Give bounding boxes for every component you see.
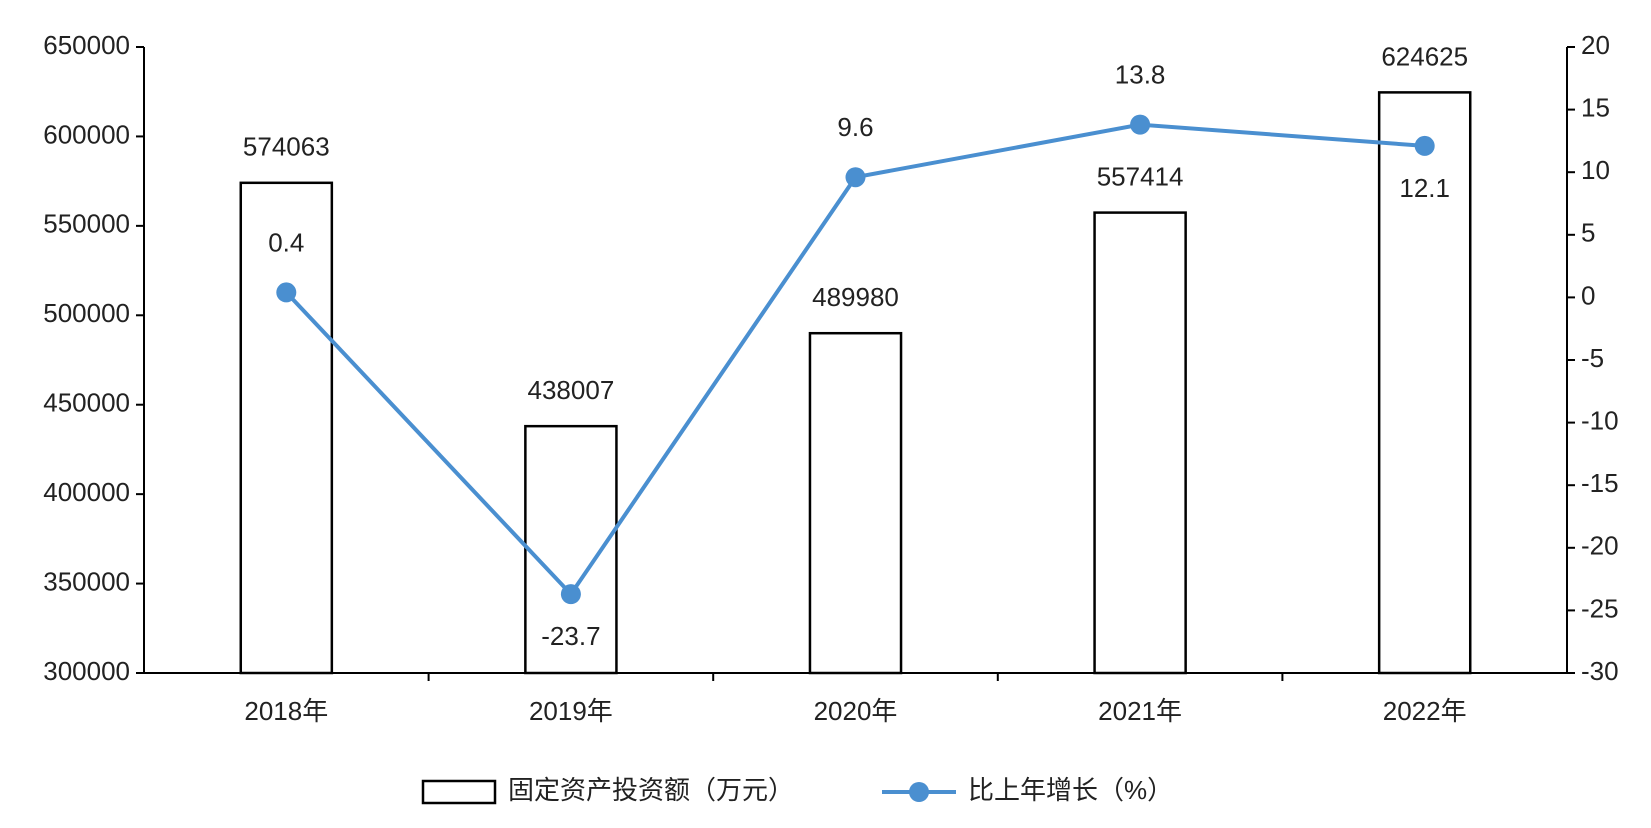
y2-tick-label: 15 xyxy=(1581,92,1610,122)
y2-tick-label: -20 xyxy=(1581,531,1619,561)
bar xyxy=(1377,91,1472,675)
line-point xyxy=(845,167,866,188)
line-point xyxy=(1130,114,1151,135)
line-point xyxy=(560,584,581,605)
y-tick-label: 600000 xyxy=(43,119,130,149)
y2-tick-label: -10 xyxy=(1581,405,1619,435)
line-value-label: -23.7 xyxy=(541,621,600,651)
y-tick-label: 350000 xyxy=(43,566,130,596)
x-tick-label: 2022年 xyxy=(1383,696,1467,726)
bar-value-label: 489980 xyxy=(812,282,899,312)
x-tick-label: 2019年 xyxy=(529,696,613,726)
bar-value-label: 557414 xyxy=(1097,161,1184,191)
y2-tick-label: 5 xyxy=(1581,218,1595,248)
y2-tick-label: -25 xyxy=(1581,593,1619,623)
y2-tick-label: -15 xyxy=(1581,468,1619,498)
y-tick-label: 300000 xyxy=(43,656,130,686)
bar xyxy=(239,181,334,675)
y-tick-label: 500000 xyxy=(43,298,130,328)
y2-tick-label: -30 xyxy=(1581,656,1619,686)
bar-value-label: 438007 xyxy=(528,375,615,405)
x-tick-label: 2018年 xyxy=(244,696,328,726)
line-point xyxy=(276,282,297,303)
line-value-label: 0.4 xyxy=(268,227,304,257)
y-tick-label: 450000 xyxy=(43,388,130,418)
line-value-label: 9.6 xyxy=(837,112,873,142)
y2-tick-label: 10 xyxy=(1581,155,1610,185)
legend-label: 比上年增长（%） xyxy=(968,775,1173,805)
legend-swatch xyxy=(909,782,929,802)
legend-swatch xyxy=(421,779,497,805)
bar-value-label: 574063 xyxy=(243,132,330,162)
bar xyxy=(808,331,903,675)
line-value-label: 12.1 xyxy=(1399,173,1450,203)
bar xyxy=(1093,211,1187,675)
y2-tick-label: 0 xyxy=(1581,280,1595,310)
y-tick-label: 650000 xyxy=(43,30,130,60)
y-tick-label: 550000 xyxy=(43,209,130,239)
line-value-label: 13.8 xyxy=(1115,59,1166,89)
x-tick-label: 2020年 xyxy=(814,696,898,726)
x-tick-label: 2021年 xyxy=(1098,696,1182,726)
y2-tick-label: -5 xyxy=(1581,343,1604,373)
bar-value-label: 624625 xyxy=(1381,41,1468,71)
y-tick-label: 400000 xyxy=(43,477,130,507)
y2-tick-label: 20 xyxy=(1581,30,1610,60)
legend-label: 固定资产投资额（万元） xyxy=(508,775,794,805)
line-point xyxy=(1414,135,1435,156)
